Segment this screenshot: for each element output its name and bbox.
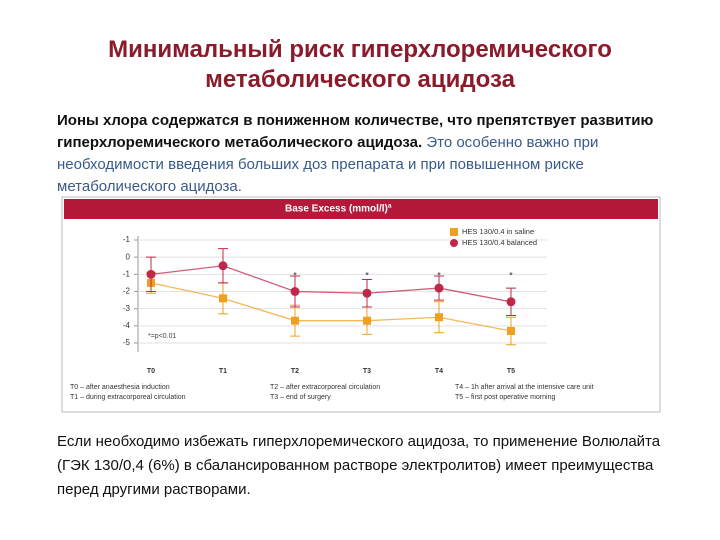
x-tick-label: T1 — [219, 368, 227, 375]
chart-frame — [61, 196, 661, 413]
x-tick-label: T5 — [507, 368, 515, 375]
slide-title: метаболического ацидоза — [205, 66, 515, 93]
y-tick-label: -2 — [123, 287, 131, 296]
footnote: T3 – end of surgery — [270, 394, 331, 401]
significance-mark: * — [509, 270, 513, 280]
marker — [362, 288, 372, 298]
series-line — [150, 265, 512, 303]
chart-header — [64, 199, 658, 219]
y-tick-label: -1 — [123, 235, 131, 244]
legend-marker — [450, 228, 458, 236]
x-tick-label: T4 — [435, 368, 443, 375]
intro: Ионы хлора содержатся в пониженном колич… — [57, 110, 687, 198]
y-tick-label: -3 — [123, 304, 131, 313]
y-tick-label: -1 — [123, 269, 131, 278]
y-tick-label: -5 — [123, 338, 131, 347]
footnote: T4 – 1h after arrival at the intensive c… — [455, 384, 594, 391]
footnote: T1 – during extracorporeal circulation — [70, 394, 186, 401]
chart-title: Base Excess (mmol/l)ª — [285, 204, 392, 215]
conclusion: Если необходимо избежать гиперхлоремичес… — [57, 433, 661, 498]
marker — [146, 269, 156, 279]
significance-mark: * — [293, 270, 297, 280]
intro-text: Ионы хлора содержатся в пониженном колич… — [57, 112, 654, 151]
footnote: T5 – first post operative morning — [455, 394, 555, 401]
marker — [435, 313, 443, 322]
marker — [290, 287, 300, 296]
marker — [506, 297, 516, 307]
legend-label: HES 130/0.4 balanced — [462, 238, 537, 247]
footnote: T0 – after anaesthesia induction — [70, 384, 170, 391]
marker — [219, 294, 227, 303]
y-tick-label: -4 — [123, 321, 131, 330]
series-line — [150, 282, 512, 332]
x-tick-label: T3 — [363, 368, 371, 375]
significance-mark: * — [437, 270, 441, 280]
slide-title: Минимальный риск гиперхлоремического — [108, 36, 612, 63]
x-tick-label: T2 — [291, 368, 299, 375]
marker — [218, 261, 228, 271]
intro-note: Это особенно важно при необходимости вве… — [57, 134, 599, 195]
marker — [434, 283, 444, 293]
marker — [507, 326, 515, 335]
annotation: *=p<0.01 — [148, 333, 177, 340]
marker — [363, 316, 371, 325]
legend-marker — [450, 239, 458, 247]
x-tick-label: T0 — [147, 368, 155, 375]
marker — [291, 316, 299, 325]
footnote: T2 – after extracorporeal circulation — [270, 384, 380, 391]
y-tick-label: 0 — [126, 252, 131, 261]
significance-mark: * — [365, 270, 369, 280]
legend-label: HES 130/0.4 in saline — [462, 227, 534, 236]
